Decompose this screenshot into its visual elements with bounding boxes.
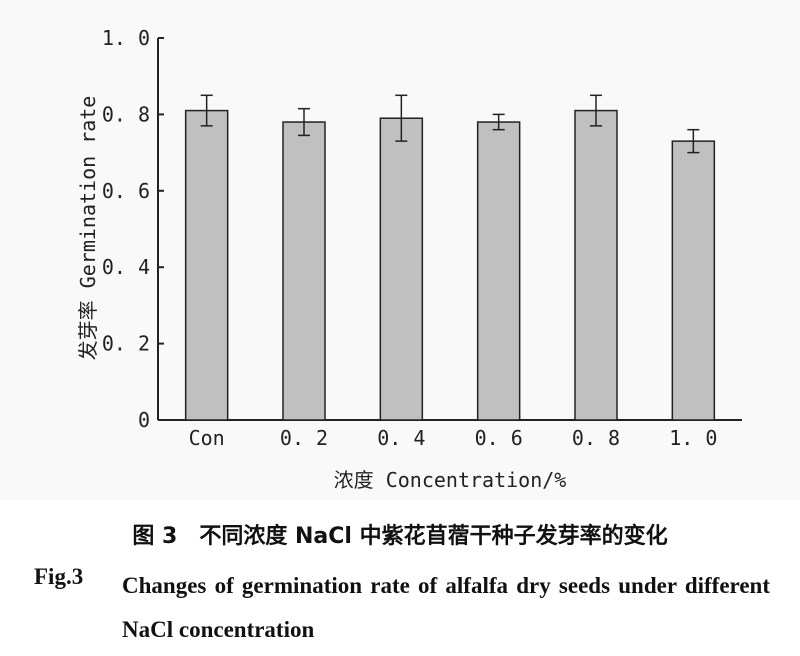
bar [184, 109, 229, 421]
bar [379, 117, 424, 421]
x-tick-label: 0. 4 [377, 426, 425, 450]
y-tick-label: 1. 0 [102, 26, 150, 50]
chart-area: 0 0. 2 0. 4 0. 6 0. 8 1. 0 Con 0. 2 0. 4 0. 6 0. 8… [76, 26, 742, 492]
x-tick-label: 1. 0 [669, 426, 717, 450]
caption-en-text: Changes of germination rate of alfalfa d… [122, 573, 770, 642]
caption-cn-figure-number: 图 3 [132, 524, 178, 549]
y-tick-label: 0. 2 [102, 332, 150, 356]
bar [671, 140, 716, 421]
y-tick-label: 0. 4 [102, 255, 150, 279]
caption-cn-text: 不同浓度 NaCl 中紫花苜蓿干种子发芽率的变化 [199, 524, 668, 549]
y-tick-label: 0. 8 [102, 102, 150, 126]
x-tick-label: 0. 8 [572, 426, 620, 450]
bar [476, 121, 521, 421]
x-tick-label: 0. 2 [280, 426, 328, 450]
caption-en-figure-number: Fig.3 [34, 564, 84, 589]
x-tick-label: 0. 6 [475, 426, 523, 450]
bar [282, 121, 326, 421]
x-axis-label: 浓度 Concentration/% [334, 468, 567, 492]
bar [574, 109, 618, 421]
x-tick-label: Con [189, 426, 225, 450]
y-tick-label: 0. 6 [102, 179, 150, 203]
y-tick-label: 0 [138, 408, 150, 432]
y-axis-label: 发芽率 Germination rate [76, 96, 100, 361]
caption-chinese: 图 3 不同浓度 NaCl 中紫花苜蓿干种子发芽率的变化 [0, 518, 800, 550]
germination-chart: 0 0. 2 0. 4 0. 6 0. 8 1. 0 Con 0. 2 0. 4 0. 6 0. 8… [76, 26, 742, 492]
